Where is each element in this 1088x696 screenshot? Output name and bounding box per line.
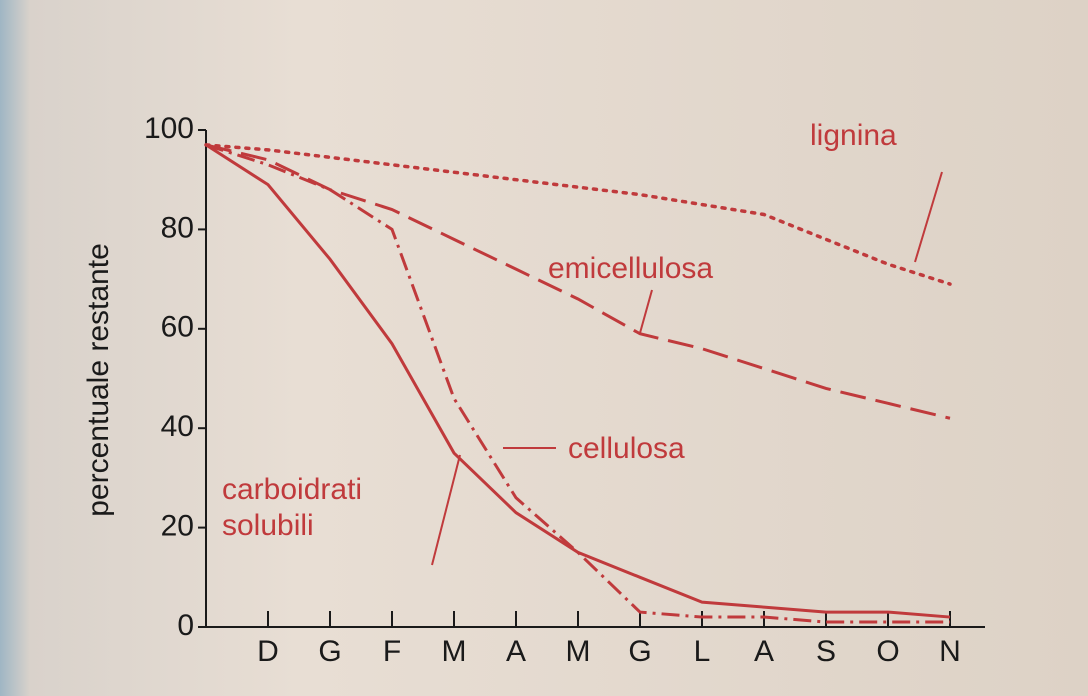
series-line	[205, 143, 951, 420]
y-tick-label: 80	[161, 211, 194, 244]
y-tick-label: 20	[161, 510, 194, 543]
series-line	[204, 143, 952, 286]
x-tick-label: A	[506, 635, 526, 668]
series-line	[205, 143, 950, 624]
x-tick-label: M	[442, 635, 467, 668]
series-label: emicellulosa	[548, 252, 713, 285]
y-tick-label: 40	[161, 410, 194, 443]
x-tick-label: D	[257, 635, 279, 668]
x-tick-label: M	[566, 635, 591, 668]
series-line	[205, 143, 951, 619]
y-tick-label: 100	[144, 112, 194, 145]
x-tick-label: G	[318, 635, 341, 668]
x-tick-label: A	[754, 635, 774, 668]
x-tick-label: L	[694, 635, 711, 668]
leader-line	[639, 289, 653, 334]
x-tick-label: S	[816, 635, 836, 668]
leader-line	[914, 171, 943, 263]
y-tick-label: 0	[177, 609, 194, 642]
leader-line	[431, 454, 461, 566]
x-tick-label: O	[876, 635, 899, 668]
series-label: cellulosa	[568, 432, 685, 465]
series-label: lignina	[810, 119, 897, 152]
x-tick-label: N	[939, 635, 961, 668]
leader-lines	[431, 171, 943, 566]
x-tick-label: F	[383, 635, 401, 668]
x-tick-label: G	[628, 635, 651, 668]
y-axis-label: percentuale restante	[82, 243, 115, 517]
series-label: carboidrati solubili	[222, 473, 363, 542]
y-tick-label: 60	[161, 311, 194, 344]
